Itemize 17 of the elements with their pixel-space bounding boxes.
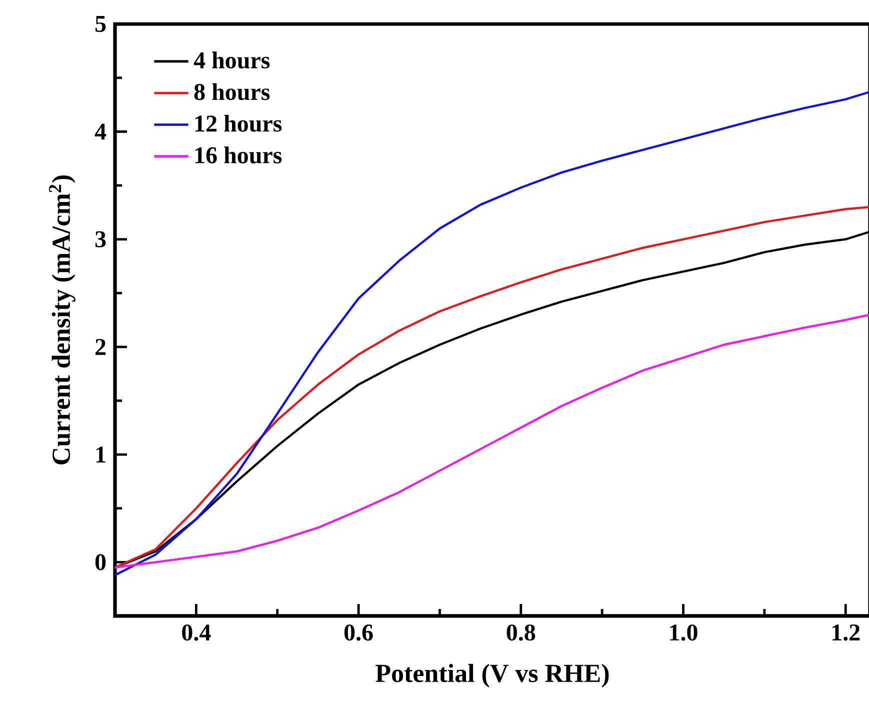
legend-label: 12 hours	[195, 114, 282, 132]
x-tick-label: 0.4	[182, 624, 211, 641]
y-tick-label: 3	[95, 231, 106, 248]
x-axis-title: Potential (V vs RHE)	[376, 664, 609, 688]
y-tick-label: 1	[96, 446, 106, 462]
x-tick-label: 0.6	[344, 624, 373, 641]
y-tick-label: 4	[94, 124, 106, 140]
x-tick-label: 1.0	[670, 624, 698, 641]
legend-label: 4 hours	[194, 52, 270, 68]
legend-label: 8 hours	[194, 83, 270, 100]
y-tick-label: 0	[95, 554, 106, 570]
legend-label: 16 hours	[195, 146, 282, 164]
y-tick-label: 5	[96, 16, 106, 32]
x-tick-label: 0.8	[506, 624, 536, 641]
x-tick-label: 1.2	[832, 624, 860, 641]
y-axis-title: Current density (mA/cm$^{2}$)	[49, 176, 76, 464]
y-tick-label: 2	[96, 338, 106, 355]
